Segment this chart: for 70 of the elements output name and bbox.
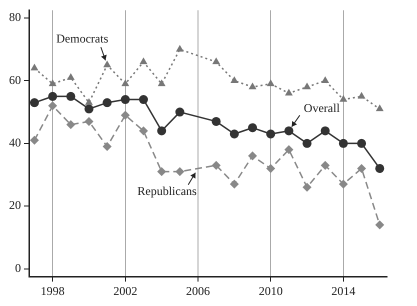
point <box>84 116 94 126</box>
point <box>157 126 166 136</box>
point <box>176 44 184 52</box>
point <box>157 167 166 176</box>
point <box>266 79 275 86</box>
point <box>266 130 276 138</box>
point <box>121 79 130 86</box>
point <box>84 104 94 114</box>
point <box>284 145 294 154</box>
point <box>375 220 384 230</box>
point <box>376 104 384 112</box>
point <box>212 57 220 64</box>
x-tick-label: 2002 <box>113 284 138 298</box>
point <box>212 116 221 126</box>
point <box>303 82 311 90</box>
point <box>30 98 39 108</box>
point <box>230 180 239 189</box>
x-tick-label: 2014 <box>331 284 356 298</box>
x-tick-label: 2006 <box>186 284 210 298</box>
point <box>230 130 239 138</box>
point <box>103 60 112 68</box>
point <box>230 76 238 83</box>
point <box>338 180 348 189</box>
point <box>175 108 184 117</box>
point <box>339 95 348 102</box>
point <box>357 138 366 148</box>
point <box>30 136 39 145</box>
point <box>302 138 312 148</box>
point <box>85 98 93 105</box>
point <box>375 164 384 173</box>
point <box>48 101 58 110</box>
annotation: Republicans <box>137 184 198 198</box>
point <box>321 76 330 83</box>
point <box>66 92 76 101</box>
point <box>284 126 294 136</box>
point <box>66 120 76 130</box>
point <box>212 160 221 170</box>
point <box>320 160 330 170</box>
point <box>358 92 366 99</box>
point <box>248 123 258 132</box>
point <box>284 88 293 96</box>
y-tick-label: 80 <box>9 10 21 24</box>
point <box>138 126 148 136</box>
y-tick-label: 40 <box>9 136 21 150</box>
point <box>158 79 166 86</box>
point <box>66 73 75 80</box>
point <box>120 95 130 104</box>
point <box>140 57 148 64</box>
point <box>102 98 112 108</box>
point <box>357 164 366 173</box>
point <box>30 64 38 70</box>
point <box>248 151 258 160</box>
annotation: Democrats <box>56 32 109 46</box>
y-tick-label: 20 <box>9 198 21 212</box>
x-tick-label: 2010 <box>258 284 283 298</box>
point <box>248 82 256 90</box>
point <box>175 167 184 176</box>
point <box>48 79 57 86</box>
point <box>266 164 276 173</box>
point <box>48 92 58 101</box>
y-tick-label: 0 <box>15 260 21 275</box>
point <box>102 142 112 152</box>
x-tick-label: 1998 <box>40 284 65 298</box>
point <box>338 138 348 148</box>
point <box>302 182 312 192</box>
point <box>120 110 130 120</box>
y-tick-label: 60 <box>9 72 21 87</box>
point <box>138 95 148 104</box>
annotation: Overall <box>304 100 340 115</box>
point <box>320 126 330 136</box>
